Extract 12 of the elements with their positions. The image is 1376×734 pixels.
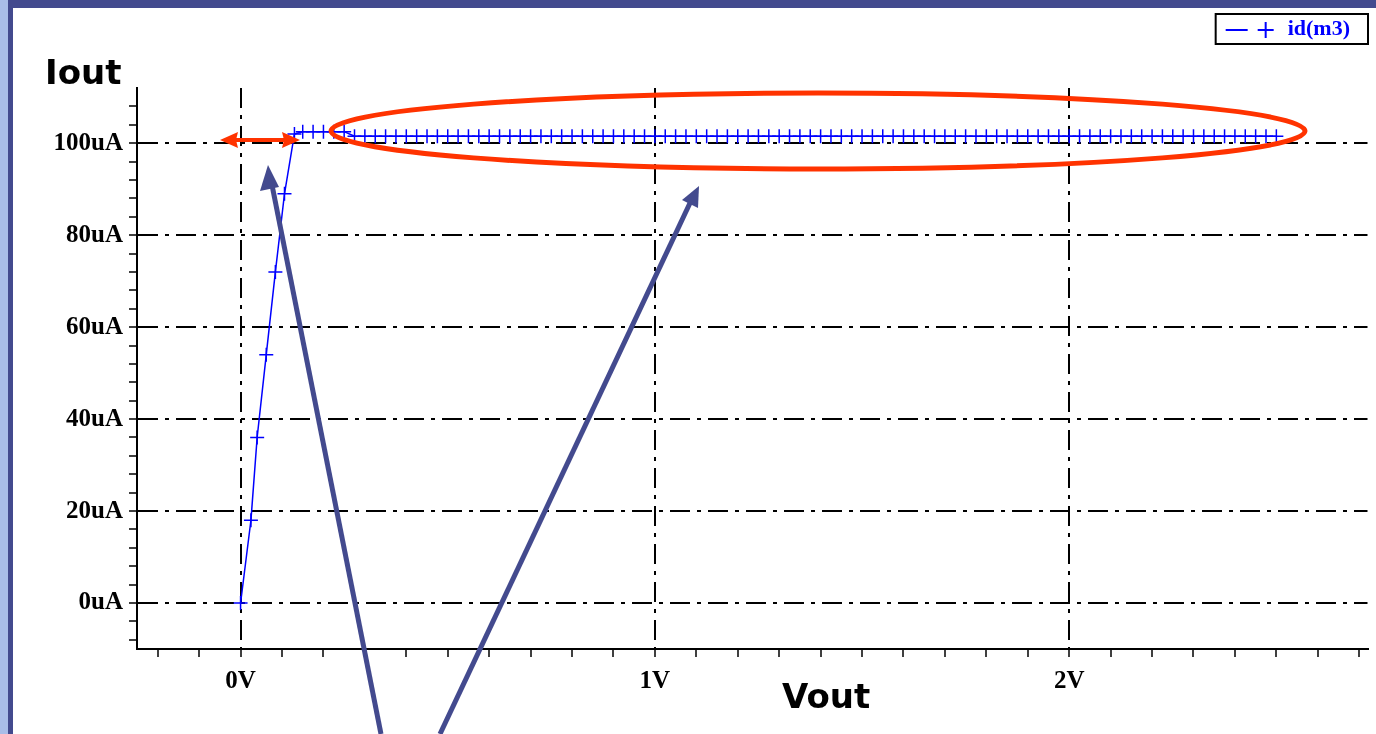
y-tick-label: 100uA [53, 127, 123, 155]
legend-label: id(m3) [1287, 14, 1350, 40]
y-tick-label: 20uA [66, 495, 123, 523]
y-tick-label: 80uA [66, 219, 123, 247]
y-tick-label: 0uA [78, 587, 123, 615]
y-axis-title: Iout [45, 52, 122, 92]
x-tick-label: 2V [1053, 666, 1085, 694]
x-tick-label: 1V [639, 666, 671, 694]
x-tick-label: 0V [225, 666, 256, 694]
x-axis-title: Vout [781, 676, 871, 716]
y-tick-label: 60uA [66, 311, 123, 339]
y-tick-label: 40uA [66, 403, 123, 431]
